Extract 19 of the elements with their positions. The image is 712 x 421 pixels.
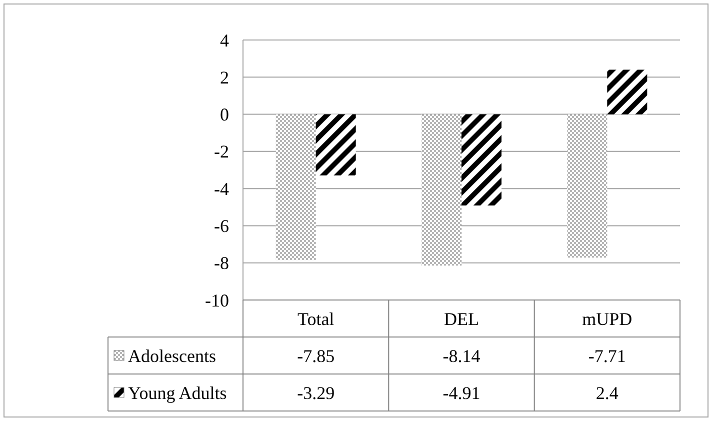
y-tick-label: 2 bbox=[220, 67, 229, 88]
y-tick-label: -6 bbox=[214, 216, 229, 236]
y-tick-label: 0 bbox=[220, 104, 229, 125]
data-label: -7.85 bbox=[297, 346, 335, 366]
data-label: -3.29 bbox=[297, 382, 335, 403]
data-label: 2.4 bbox=[596, 382, 618, 403]
data-label: -8.14 bbox=[442, 346, 480, 366]
y-tick-label: -8 bbox=[214, 253, 229, 274]
x-tick-label: mUPD bbox=[582, 308, 632, 329]
y-tick-label: -10 bbox=[205, 290, 229, 310]
data-label: -7.71 bbox=[588, 346, 626, 366]
data-label: -4.91 bbox=[442, 382, 480, 403]
y-tick-label: -2 bbox=[214, 142, 229, 162]
legend-label: Young Adults bbox=[128, 382, 227, 403]
y-tick-label: -4 bbox=[214, 178, 229, 199]
x-tick-label: Total bbox=[297, 308, 334, 329]
legend-label: Adolescents bbox=[128, 346, 216, 366]
x-tick-label: DEL bbox=[444, 308, 479, 329]
y-tick-label: 4 bbox=[220, 30, 229, 50]
